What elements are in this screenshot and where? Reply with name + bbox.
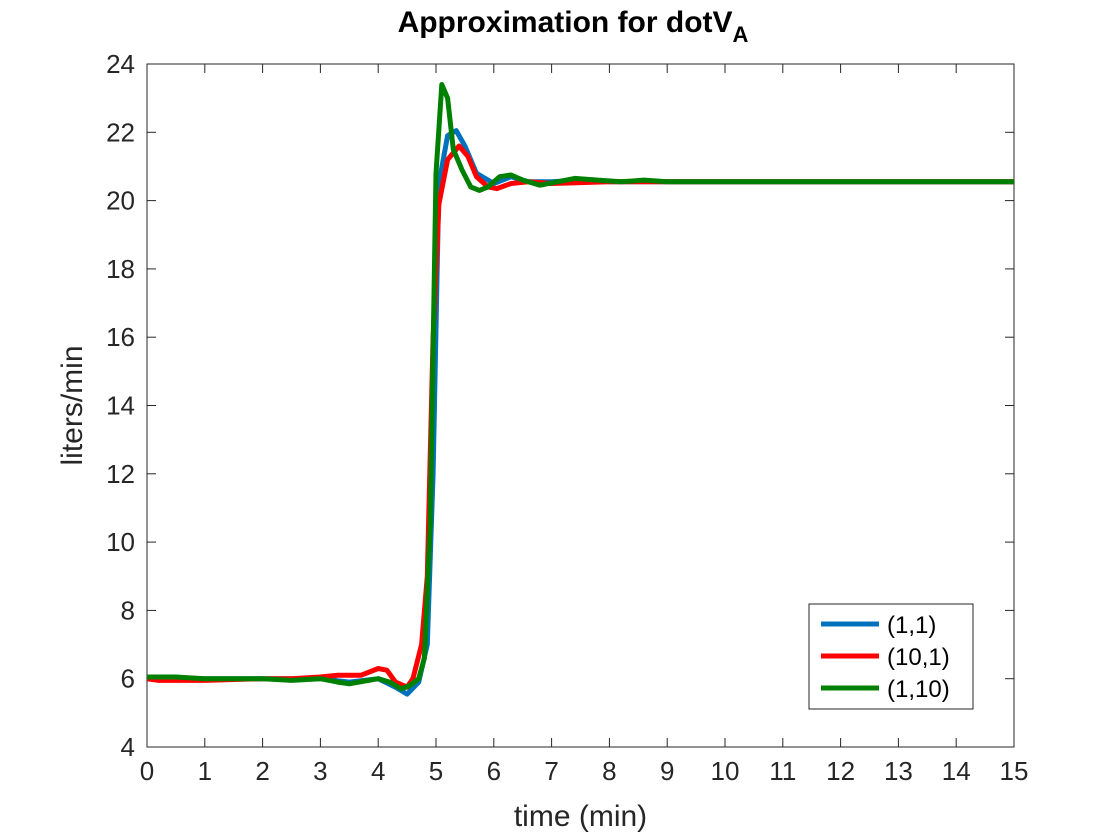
x-tick-label: 15 xyxy=(1000,756,1029,786)
y-tick-label: 14 xyxy=(106,391,135,421)
y-tick-label: 16 xyxy=(106,322,135,352)
legend-label-2: (10,1) xyxy=(887,644,950,671)
x-tick-label: 3 xyxy=(313,756,327,786)
y-tick-label: 8 xyxy=(121,595,135,625)
y-tick-label: 10 xyxy=(106,527,135,557)
x-tick-label: 0 xyxy=(140,756,154,786)
x-tick-label: 2 xyxy=(255,756,269,786)
series-line-3 xyxy=(147,82,1014,692)
y-tick-label: 24 xyxy=(106,49,135,79)
x-tick-label: 14 xyxy=(942,756,971,786)
x-tick-label: 12 xyxy=(826,756,855,786)
x-tick-label: 6 xyxy=(487,756,501,786)
y-tick-label: 20 xyxy=(106,186,135,216)
plot-area: 0 1 2 3 4 5 6 7 8 9 10 11 12 13 14 15468101214161820222… xyxy=(56,49,1028,833)
x-tick-label: 13 xyxy=(884,756,913,786)
chart-title: Approximation for dotVA xyxy=(398,6,749,47)
x-tick-label: 5 xyxy=(429,756,443,786)
x-tick-label: 1 xyxy=(198,756,212,786)
y-tick-label: 18 xyxy=(106,254,135,284)
y-tick-label: 12 xyxy=(106,459,135,489)
y-tick-label: 22 xyxy=(106,117,135,147)
legend-label-1: (1,1) xyxy=(887,612,936,639)
y-tick-label: 4 xyxy=(121,732,135,762)
x-tick-label: 7 xyxy=(544,756,558,786)
y-axis-label: liters/min xyxy=(56,345,89,465)
x-axis-label: time (min) xyxy=(514,800,647,833)
x-tick-label: 10 xyxy=(711,756,740,786)
legend-label-3: (1,10) xyxy=(887,676,950,703)
y-tick-label: 6 xyxy=(121,664,135,694)
x-tick-label: 9 xyxy=(660,756,674,786)
x-tick-label: 8 xyxy=(602,756,616,786)
legend: (1,1) (10,1) (1,10) xyxy=(808,603,974,710)
x-tick-label: 11 xyxy=(769,756,796,786)
x-tick-label: 4 xyxy=(371,756,385,786)
